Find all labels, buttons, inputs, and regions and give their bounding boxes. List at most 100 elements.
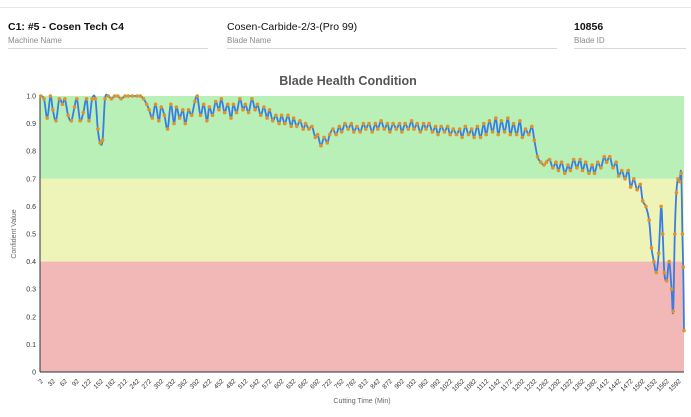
data-point (592, 171, 597, 176)
data-point (649, 246, 654, 250)
x-tick-label: 902 (393, 378, 406, 391)
data-point (303, 121, 308, 126)
data-point (96, 127, 100, 131)
data-point (660, 232, 665, 236)
data-point (159, 105, 163, 109)
data-point (608, 154, 612, 159)
data-point (674, 190, 679, 195)
data-point (183, 121, 188, 126)
data-point (298, 119, 302, 123)
zone-bands (40, 96, 684, 372)
data-point (638, 182, 643, 187)
data-point (599, 166, 603, 170)
data-point (635, 188, 639, 192)
x-tick-label: 422 (201, 378, 214, 391)
data-point (676, 177, 680, 181)
data-point (563, 171, 567, 176)
data-point (472, 135, 476, 140)
y-tick-label: 0.5 (26, 232, 36, 239)
data-point (418, 130, 423, 134)
chart-title: Blade Health Condition (279, 74, 417, 88)
data-point (632, 177, 636, 181)
x-tick-label: 782 (345, 378, 358, 391)
x-tick-label: 1082 (463, 378, 478, 393)
data-point (469, 127, 474, 131)
data-point (409, 119, 414, 123)
data-point (147, 108, 151, 112)
data-point (270, 119, 275, 123)
data-point (60, 102, 65, 107)
data-point (98, 141, 102, 145)
y-tick-label: 0.8 (26, 149, 36, 156)
data-point (656, 251, 661, 256)
data-point (526, 132, 531, 137)
y-tick-label: 0.7 (26, 176, 36, 183)
data-point (334, 132, 338, 137)
data-point (508, 132, 513, 137)
data-point (535, 154, 540, 159)
data-point (141, 97, 146, 101)
y-tick-label: 0.3 (26, 287, 36, 294)
data-point (388, 130, 392, 134)
x-axis-title: Cutting Time (Min) (333, 398, 390, 405)
data-point (172, 121, 176, 126)
x-tick-label: 1292 (547, 378, 562, 393)
data-point (277, 121, 281, 126)
data-point (169, 102, 173, 107)
data-point (667, 259, 671, 264)
x-tick-label: 632 (285, 378, 298, 391)
data-point (364, 127, 368, 131)
x-tick-label: 572 (261, 378, 274, 391)
data-point (602, 154, 606, 159)
data-point (90, 97, 94, 101)
y-tick-label: 0.9 (26, 121, 36, 128)
data-point (662, 270, 667, 275)
data-point (652, 259, 656, 264)
x-tick-label: 842 (369, 378, 382, 391)
data-point (279, 113, 284, 118)
data-point (150, 116, 155, 120)
x-tick-label: 122 (80, 378, 93, 391)
data-point (339, 130, 344, 134)
data-point (322, 135, 326, 140)
data-point (511, 121, 516, 126)
x-tick-label: 962 (417, 378, 430, 391)
data-point (415, 121, 420, 126)
data-point (325, 141, 330, 145)
data-point (274, 113, 278, 118)
data-point (54, 119, 58, 123)
x-tick-label: 1322 (559, 378, 574, 393)
x-tick-label: 932 (405, 378, 418, 391)
data-point (138, 94, 143, 98)
data-point (66, 113, 70, 118)
data-point (358, 130, 363, 134)
x-tick-label: 212 (117, 378, 130, 391)
data-point (193, 99, 197, 104)
data-point (349, 121, 354, 126)
data-point (628, 185, 633, 189)
data-point (376, 127, 380, 131)
data-point (103, 97, 107, 101)
data-point (397, 121, 402, 126)
data-point (307, 127, 311, 131)
data-point (644, 204, 648, 209)
data-point (177, 116, 182, 120)
data-point (391, 121, 395, 126)
x-tick-label: 92 (71, 378, 81, 388)
x-tick-label: 662 (297, 378, 310, 391)
data-point (566, 163, 570, 167)
data-point (590, 163, 594, 167)
data-point (313, 135, 318, 140)
x-tick-label: 32 (47, 378, 57, 388)
data-point (222, 110, 227, 115)
data-point (571, 157, 576, 162)
data-point (487, 119, 492, 123)
blade-info: Cosen-Carbide-2/3-(Pro 99) Blade Name (227, 21, 557, 49)
data-point (234, 110, 239, 115)
x-tick-label: 1022 (439, 378, 454, 393)
data-point (539, 160, 543, 164)
data-point (499, 119, 504, 123)
data-point (532, 138, 537, 142)
x-tick-label: 152 (92, 378, 105, 391)
